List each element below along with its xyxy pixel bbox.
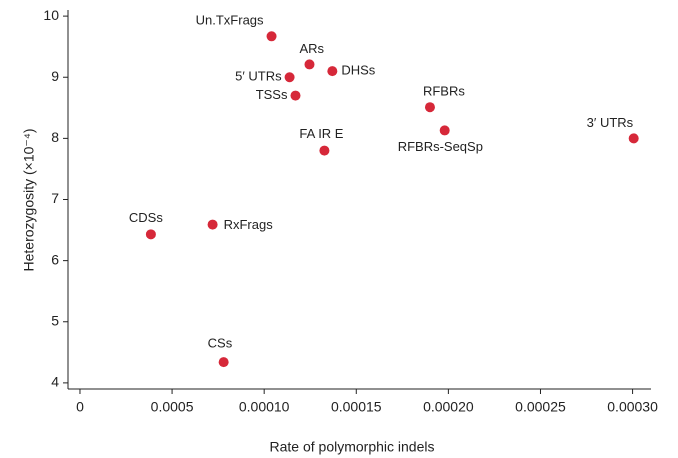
x-tick-label: 0.0005 <box>151 399 194 415</box>
y-tick-label: 8 <box>51 129 59 145</box>
point-label: 5′ UTRs <box>235 69 282 84</box>
x-tick-label: 0.00010 <box>239 399 290 415</box>
point <box>218 357 229 368</box>
point-label: TSSs <box>256 87 288 102</box>
x-tick-label: 0.00025 <box>515 399 566 415</box>
point-label: 3′ UTRs <box>587 115 634 130</box>
y-tick-label: 10 <box>43 7 59 23</box>
point <box>145 229 156 240</box>
point <box>284 72 295 83</box>
x-tick-label: 0.00015 <box>331 399 382 415</box>
x-axis-label: Rate of polymorphic indels <box>270 439 435 455</box>
y-axis-label: Heterozygosity (×10⁻⁴) <box>21 129 37 272</box>
point-label: RxFrags <box>224 217 274 232</box>
point-label: RFBRs <box>423 84 465 99</box>
point <box>439 125 450 136</box>
y-tick-label: 5 <box>51 312 59 328</box>
y-tick-label: 4 <box>51 374 59 390</box>
y-tick-label: 7 <box>51 190 59 206</box>
point-label: RFBRs-SeqSp <box>398 139 483 154</box>
point <box>304 59 315 70</box>
point-label: FA IR E <box>299 126 343 141</box>
x-tick-label: 0 <box>76 399 84 415</box>
point <box>628 133 639 144</box>
point <box>319 145 330 156</box>
y-tick-label: 6 <box>51 251 59 267</box>
point <box>424 102 435 113</box>
x-tick-label: 0.00030 <box>607 399 658 415</box>
x-tick-label: 0.00020 <box>423 399 474 415</box>
y-tick-label: 9 <box>51 68 59 84</box>
point <box>327 66 338 77</box>
point-label: CSs <box>208 336 233 351</box>
point <box>266 31 277 42</box>
point <box>290 90 301 101</box>
point <box>207 219 218 230</box>
point-label: Un.TxFrags <box>196 13 264 28</box>
point-label: ARs <box>299 41 324 56</box>
point-label: CDSs <box>129 210 163 225</box>
point-label: DHSs <box>341 63 375 78</box>
